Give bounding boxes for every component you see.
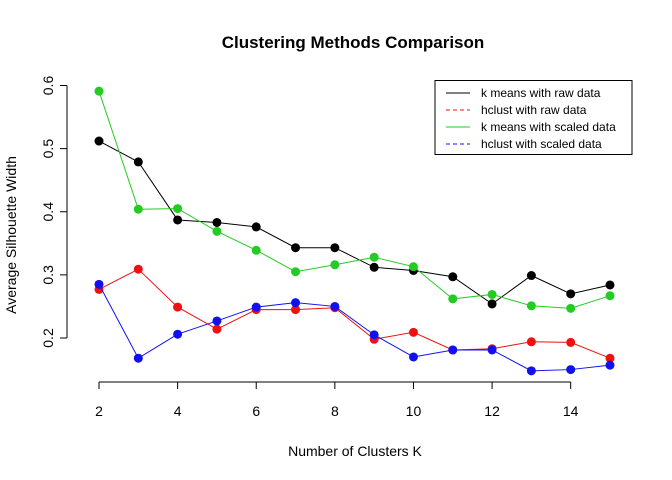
- data-point: [526, 337, 536, 347]
- legend: k means with raw data hclust with raw dat…: [434, 80, 633, 155]
- legend-label: k means with scaled data: [481, 120, 616, 134]
- x-axis: 2 4 6 8 10 12 14: [95, 381, 579, 419]
- legend-label: hclust with raw data: [481, 103, 587, 117]
- data-point: [133, 353, 143, 363]
- plot-area: [94, 86, 615, 376]
- data-point: [605, 353, 615, 363]
- data-point: [291, 305, 301, 315]
- data-point: [330, 243, 340, 253]
- legend-item: k means with scaled data: [446, 120, 616, 134]
- series-1: [94, 136, 615, 309]
- y-tick-label: 0.4: [40, 202, 56, 222]
- data-point: [173, 215, 183, 225]
- data-point: [369, 330, 379, 340]
- data-point: [526, 301, 536, 311]
- data-point: [133, 204, 143, 214]
- legend-item: hclust with raw data: [446, 103, 587, 117]
- y-tick-label: 0.6: [40, 76, 56, 96]
- x-tick-label: 8: [331, 403, 339, 419]
- x-tick-label: 12: [484, 403, 500, 419]
- series-line: [98, 140, 611, 305]
- y-tick-label: 0.2: [40, 328, 56, 348]
- series-line: [98, 284, 611, 372]
- data-point: [605, 280, 615, 290]
- data-point: [526, 366, 536, 376]
- legend-label: k means with raw data: [481, 86, 601, 100]
- data-point: [330, 260, 340, 270]
- data-point: [251, 302, 261, 312]
- data-point: [566, 303, 576, 313]
- data-point: [448, 294, 458, 304]
- data-point: [94, 279, 104, 289]
- y-tick-label: 0.5: [40, 139, 56, 159]
- data-point: [448, 345, 458, 355]
- data-point: [291, 298, 301, 308]
- data-point: [566, 289, 576, 299]
- data-point: [408, 352, 418, 362]
- data-point: [133, 264, 143, 274]
- series-line: [98, 268, 611, 359]
- x-tick-label: 2: [95, 403, 103, 419]
- x-tick-label: 6: [252, 403, 260, 419]
- x-tick-label: 14: [563, 403, 579, 419]
- data-point: [173, 204, 183, 214]
- data-point: [487, 299, 497, 309]
- data-point: [566, 365, 576, 375]
- y-axis-title: Average Silhouette Width: [3, 156, 19, 314]
- data-point: [173, 302, 183, 312]
- data-point: [291, 243, 301, 253]
- data-point: [448, 272, 458, 282]
- series-2: [94, 264, 615, 363]
- data-point: [251, 245, 261, 255]
- legend-item: k means with raw data: [446, 86, 601, 100]
- x-tick-label: 10: [406, 403, 422, 419]
- data-point: [212, 217, 222, 227]
- data-point: [487, 289, 497, 299]
- data-point: [605, 360, 615, 370]
- legend-label: hclust with scaled data: [481, 137, 602, 151]
- data-point: [94, 86, 104, 96]
- data-point: [408, 327, 418, 337]
- data-point: [212, 324, 222, 334]
- data-point: [173, 329, 183, 339]
- data-point: [408, 262, 418, 272]
- data-point: [212, 316, 222, 326]
- data-point: [369, 262, 379, 272]
- data-point: [369, 252, 379, 262]
- x-axis-title: Number of Clusters K: [288, 443, 422, 459]
- data-point: [526, 271, 536, 281]
- data-point: [212, 226, 222, 236]
- data-point: [330, 301, 340, 311]
- series-line: [98, 91, 611, 309]
- chart-title: Clustering Methods Comparison: [222, 33, 485, 52]
- data-point: [251, 222, 261, 232]
- data-point: [94, 136, 104, 146]
- series-3: [94, 86, 615, 313]
- legend-item: hclust with scaled data: [446, 137, 602, 151]
- y-axis: 0.2 0.3 0.4 0.5 0.6: [40, 76, 68, 348]
- y-tick-label: 0.3: [40, 265, 56, 285]
- data-point: [605, 291, 615, 301]
- data-point: [291, 267, 301, 277]
- data-point: [566, 337, 576, 347]
- x-tick-label: 4: [174, 403, 182, 419]
- data-point: [487, 345, 497, 355]
- data-point: [133, 157, 143, 167]
- series-4: [94, 279, 615, 376]
